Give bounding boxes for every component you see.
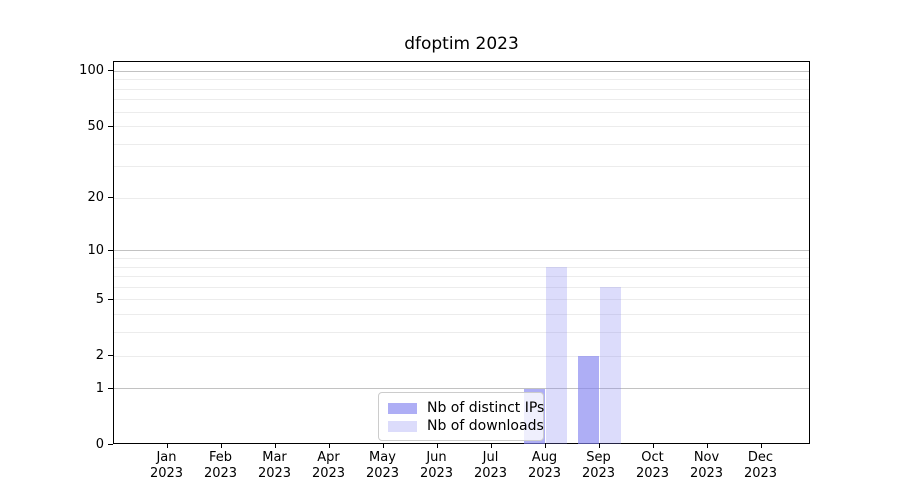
x-tick-year: 2023 <box>473 466 508 481</box>
x-tick-year: 2023 <box>365 466 400 481</box>
gridline-minor-3 <box>114 332 809 333</box>
y-tick-mark-20 <box>108 197 113 199</box>
legend-label-downloads: Nb of downloads <box>427 418 544 434</box>
x-tick-year: 2023 <box>527 466 562 481</box>
legend-item-downloads: Nb of downloads <box>388 417 544 435</box>
x-tick-mark-dec <box>760 444 762 448</box>
y-tick-label-0: 0 <box>95 437 104 452</box>
legend-swatch-downloads <box>388 420 417 432</box>
x-tick-mark-oct <box>652 444 654 448</box>
gridline-minor-7 <box>114 276 809 277</box>
x-tick-year: 2023 <box>689 466 724 481</box>
x-tick-label-jun: Jun 2023 <box>409 450 465 482</box>
gridline-major-1 <box>114 388 809 389</box>
y-tick-label-20: 20 <box>87 190 104 206</box>
x-tick-mark-sep <box>598 444 600 448</box>
gridline-minor-50 <box>114 126 809 127</box>
x-tick-month: Mar <box>262 450 287 465</box>
y-tick-mark-100 <box>108 70 113 72</box>
y-tick-label-10: 10 <box>87 242 104 258</box>
y-tick-mark-1 <box>108 387 113 389</box>
x-tick-year: 2023 <box>203 466 238 481</box>
x-tick-month: Jun <box>426 450 447 465</box>
x-tick-label-jan: Jan 2023 <box>139 450 195 482</box>
plot-area <box>113 61 810 444</box>
y-tick-label-2: 2 <box>95 348 104 363</box>
x-tick-month: May <box>369 450 396 465</box>
x-tick-mark-mar <box>274 444 276 448</box>
gridline-minor-6 <box>114 287 809 288</box>
x-tick-month: Aug <box>531 450 558 465</box>
gridline-minor-2 <box>114 356 809 357</box>
y-tick-mark-5 <box>108 298 113 300</box>
gridline-major-10 <box>114 250 809 251</box>
x-tick-month: Feb <box>208 450 233 465</box>
x-tick-year: 2023 <box>743 466 778 481</box>
legend-swatch-distinct-ips <box>388 402 417 414</box>
x-tick-year: 2023 <box>149 466 184 481</box>
legend-item-distinct-ips: Nb of distinct IPs <box>388 399 544 417</box>
gridline-minor-9 <box>114 258 809 259</box>
x-tick-year: 2023 <box>311 466 346 481</box>
gridline-minor-80 <box>114 89 809 90</box>
x-tick-label-apr: Apr 2023 <box>301 450 357 482</box>
y-tick-label-50: 50 <box>87 118 104 134</box>
y-tick-mark-50 <box>108 125 113 127</box>
gridline-minor-8 <box>114 267 809 268</box>
bar-downloads-aug <box>546 267 567 444</box>
bar-downloads-sep <box>600 287 621 444</box>
x-tick-month: Sep <box>586 450 611 465</box>
y-tick-label-1: 1 <box>95 380 104 396</box>
x-tick-label-sep: Sep 2023 <box>571 450 627 482</box>
x-tick-month: Dec <box>747 450 774 465</box>
gridline-minor-30 <box>114 166 809 167</box>
x-tick-label-feb: Feb 2023 <box>193 450 249 482</box>
bar-distinct-ips-sep <box>578 356 599 444</box>
x-tick-label-dec: Dec 2023 <box>733 450 789 482</box>
x-tick-mark-may <box>382 444 384 448</box>
x-tick-mark-jan <box>166 444 168 448</box>
x-tick-month: Jul <box>482 450 499 465</box>
x-tick-mark-aug <box>544 444 546 448</box>
x-tick-month: Apr <box>317 450 340 465</box>
x-tick-label-may: May 2023 <box>355 450 411 482</box>
x-tick-year: 2023 <box>635 466 670 481</box>
gridline-minor-4 <box>114 314 809 315</box>
x-tick-label-aug: Aug 2023 <box>517 450 573 482</box>
x-tick-label-oct: Oct 2023 <box>625 450 681 482</box>
x-tick-year: 2023 <box>419 466 454 481</box>
gridline-minor-70 <box>114 99 809 100</box>
legend: Nb of distinct IPs Nb of downloads <box>378 392 544 441</box>
x-tick-mark-feb <box>220 444 222 448</box>
x-tick-mark-apr <box>328 444 330 448</box>
x-tick-mark-jun <box>436 444 438 448</box>
x-tick-label-jul: Jul 2023 <box>463 450 519 482</box>
gridline-major-100 <box>114 71 809 72</box>
y-tick-mark-0 <box>108 444 113 445</box>
x-tick-year: 2023 <box>581 466 616 481</box>
gridline-minor-5 <box>114 299 809 300</box>
legend-label-distinct-ips: Nb of distinct IPs <box>427 400 545 416</box>
gridline-minor-60 <box>114 112 809 113</box>
x-tick-label-nov: Nov 2023 <box>679 450 735 482</box>
x-tick-year: 2023 <box>257 466 292 481</box>
x-tick-mark-jul <box>490 444 492 448</box>
y-tick-mark-10 <box>108 249 113 251</box>
x-tick-month: Nov <box>693 450 720 465</box>
y-tick-mark-2 <box>108 355 113 356</box>
y-tick-label-5: 5 <box>95 291 104 307</box>
chart-title: dfoptim 2023 <box>404 34 519 54</box>
x-tick-label-mar: Mar 2023 <box>247 450 303 482</box>
gridline-minor-20 <box>114 198 809 199</box>
x-tick-mark-nov <box>706 444 708 448</box>
x-tick-month: Oct <box>641 450 664 465</box>
x-tick-month: Jan <box>156 450 177 465</box>
gridline-minor-40 <box>114 144 809 145</box>
gridline-minor-90 <box>114 79 809 80</box>
y-tick-label-100: 100 <box>79 63 104 79</box>
